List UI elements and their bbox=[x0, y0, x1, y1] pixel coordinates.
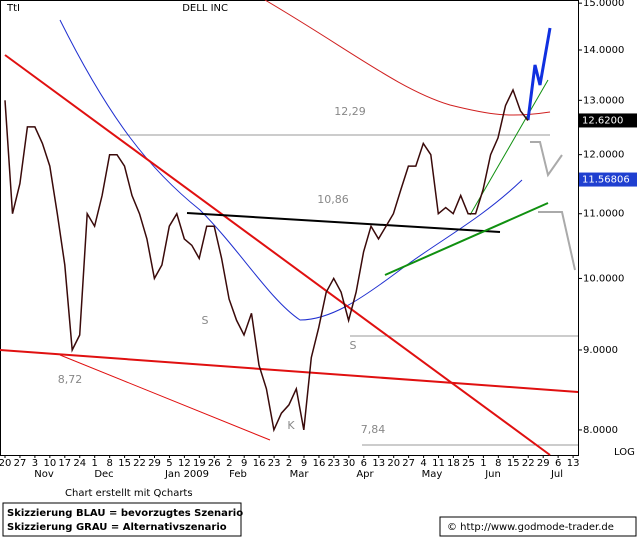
price-line bbox=[4, 87, 529, 433]
x-tick-label: 20 bbox=[387, 458, 400, 469]
x-tick-label: 23 bbox=[328, 458, 341, 469]
moving-average bbox=[59, 19, 523, 321]
x-tick-label: 18 bbox=[447, 458, 460, 469]
price-label-box bbox=[579, 172, 637, 187]
x-tick-label: 19 bbox=[193, 458, 206, 469]
x-tick-label: 9 bbox=[301, 458, 307, 469]
legend-note: Skizzierung GRAU = Alternativszenario bbox=[7, 522, 227, 533]
x-tick-label: 6 bbox=[361, 458, 367, 469]
legend-box bbox=[2, 502, 242, 537]
month-label: Apr bbox=[356, 469, 374, 480]
y-tick-label: 9.0000 bbox=[583, 345, 618, 356]
chart-title: DELL INC bbox=[182, 3, 228, 14]
x-tick-label: 10 bbox=[43, 458, 56, 469]
x-tick-label: 27 bbox=[14, 458, 27, 469]
x-tick-label: 1 bbox=[480, 458, 486, 469]
month-label: Jan 2009 bbox=[164, 469, 209, 480]
x-tick-label: 27 bbox=[402, 458, 415, 469]
annotation: 7,84 bbox=[361, 423, 386, 436]
annotation: S bbox=[202, 314, 209, 327]
trend-line bbox=[469, 79, 549, 216]
scenario-gray bbox=[538, 211, 576, 271]
annotation: 12,29 bbox=[334, 105, 366, 118]
month-label: May bbox=[422, 469, 443, 480]
price-label: 11.56806 bbox=[582, 175, 630, 186]
month-label: Nov bbox=[34, 469, 54, 480]
x-tick-label: 26 bbox=[208, 458, 221, 469]
month-label: Jul bbox=[550, 469, 563, 480]
annotation: S bbox=[350, 339, 357, 352]
x-tick-label: 22 bbox=[522, 458, 535, 469]
x-tick-label: 17 bbox=[58, 458, 71, 469]
source: © http://www.godmode-trader.de bbox=[447, 522, 614, 533]
annotation: 10,86 bbox=[317, 193, 349, 206]
x-tick-label: 15 bbox=[507, 458, 520, 469]
y-tick-label: 10.0000 bbox=[583, 273, 624, 284]
moving-average bbox=[264, 0, 551, 116]
x-tick-label: 20 bbox=[0, 458, 11, 469]
scale-label: LOG bbox=[614, 447, 635, 458]
source-box bbox=[439, 516, 637, 537]
x-tick-label: 25 bbox=[462, 458, 475, 469]
trend-line bbox=[0, 349, 579, 393]
x-tick-label: 29 bbox=[537, 458, 550, 469]
x-tick-label: 23 bbox=[268, 458, 281, 469]
x-tick-label: 16 bbox=[313, 458, 326, 469]
x-tick-label: 1 bbox=[92, 458, 98, 469]
trend-line bbox=[186, 212, 501, 233]
x-tick-label: 30 bbox=[342, 458, 355, 469]
x-tick-label: 8 bbox=[106, 458, 112, 469]
x-tick-label: 4 bbox=[420, 458, 426, 469]
y-tick-label: 13.0000 bbox=[583, 95, 624, 106]
x-tick-label: 3 bbox=[32, 458, 38, 469]
x-tick-label: 2 bbox=[286, 458, 292, 469]
annotation: K bbox=[287, 419, 295, 432]
price-label: 12.6200 bbox=[582, 115, 623, 126]
trend-line bbox=[384, 202, 549, 276]
x-tick-label: 29 bbox=[148, 458, 161, 469]
scenario-blue bbox=[526, 27, 552, 121]
x-tick-label: 12 bbox=[178, 458, 191, 469]
x-tick-label: 13 bbox=[567, 458, 580, 469]
x-tick-label: 9 bbox=[241, 458, 247, 469]
x-tick-label: 5 bbox=[166, 458, 172, 469]
x-tick-label: 16 bbox=[253, 458, 266, 469]
x-tick-label: 15 bbox=[118, 458, 131, 469]
y-tick-label: 14.0000 bbox=[583, 45, 624, 56]
month-label: Feb bbox=[229, 469, 247, 480]
trend-line bbox=[4, 54, 551, 456]
symbol: TtI bbox=[6, 3, 20, 14]
trend-line bbox=[59, 354, 271, 441]
x-tick-label: 6 bbox=[555, 458, 561, 469]
month-label: Mar bbox=[290, 469, 310, 480]
y-tick-label: 8.0000 bbox=[583, 425, 618, 436]
x-tick-label: 8 bbox=[495, 458, 501, 469]
x-tick-label: 2 bbox=[226, 458, 232, 469]
y-tick-label: 11.0000 bbox=[583, 209, 624, 220]
x-tick-label: 13 bbox=[372, 458, 385, 469]
month-label: Jun bbox=[484, 469, 501, 480]
annotation: 8,72 bbox=[58, 373, 83, 386]
x-tick-label: 24 bbox=[73, 458, 86, 469]
y-tick-label: 15.0000 bbox=[583, 0, 624, 9]
price-label-box bbox=[579, 113, 637, 128]
month-label: Dec bbox=[94, 469, 113, 480]
x-tick-label: 11 bbox=[432, 458, 445, 469]
scenario-gray bbox=[530, 141, 563, 178]
x-tick-label: 22 bbox=[133, 458, 146, 469]
legend-note: Skizzierung BLAU = bevorzugtes Szenario bbox=[7, 508, 243, 519]
y-tick-label: 12.0000 bbox=[583, 150, 624, 161]
credit: Chart erstellt mit Qcharts bbox=[65, 488, 193, 499]
